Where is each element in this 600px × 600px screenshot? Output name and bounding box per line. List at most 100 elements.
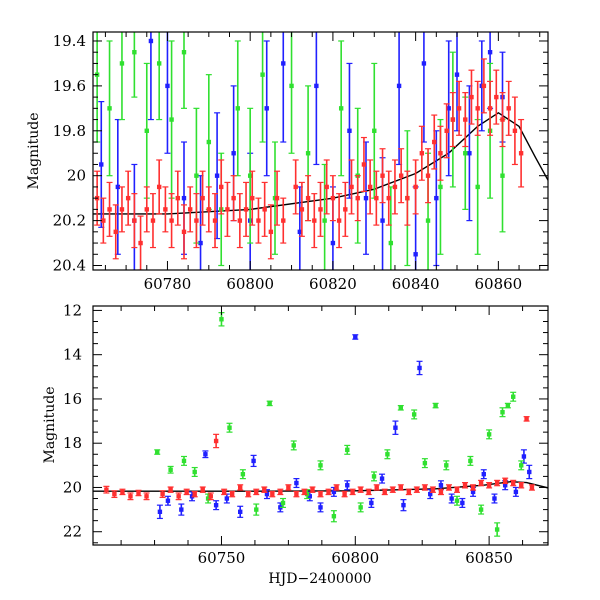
point-marker [334,485,339,490]
point-marker [224,496,230,501]
data-point [112,204,119,260]
point-marker [331,514,337,519]
data-point [443,460,450,471]
point-marker [449,496,454,501]
point-marker [358,505,363,510]
data-point [486,429,493,440]
point-marker [468,458,473,464]
data-point [147,32,154,121]
data-point [511,96,518,166]
data-point [368,497,375,508]
point-marker [144,207,149,212]
point-marker [419,151,425,156]
data-point [247,107,254,244]
data-point [212,193,219,249]
data-point [199,486,206,493]
point-marker [181,195,187,201]
point-marker [99,162,104,167]
data-point [354,175,361,222]
top-panel-plot-area [93,32,548,270]
point-marker [254,489,259,495]
data-point [470,484,477,491]
data-point [443,103,450,159]
point-marker [467,151,472,156]
point-marker [294,491,299,497]
point-marker [318,505,323,510]
point-marker [330,195,336,201]
data-point [167,465,174,474]
data-point [181,32,187,109]
data-point [502,477,509,485]
data-point [431,114,438,170]
point-marker [494,94,499,100]
data-point [224,181,231,237]
point-marker [361,162,367,167]
data-point [499,92,506,148]
y-tick-label: 20.4 [53,257,86,275]
series-2 [103,416,535,501]
point-marker [500,173,505,178]
data-point [413,486,420,493]
point-marker [326,489,331,495]
series-0 [156,334,533,520]
point-marker [194,218,199,223]
data-point [405,488,412,496]
data-point [183,488,190,496]
y-tick-label: 20.2 [53,212,86,230]
point-marker [470,485,476,490]
point-marker [156,184,162,190]
data-point [518,460,525,471]
point-marker [511,480,516,486]
point-marker [198,240,203,246]
point-marker [254,507,259,512]
point-marker [289,83,294,89]
point-marker [144,128,149,133]
data-point [523,416,530,422]
data-point [381,488,388,496]
point-marker [475,184,480,190]
point-marker [380,218,385,223]
data-point [344,444,351,455]
data-point [162,186,169,233]
data-point [237,505,244,518]
data-point [317,460,324,471]
point-marker [107,207,112,212]
data-point [454,486,460,493]
data-point [111,490,118,499]
data-point [510,479,517,487]
point-marker [318,463,323,468]
point-marker [428,491,433,497]
data-point [193,193,200,249]
point-marker [238,509,243,515]
data-point [202,450,209,459]
data-point [168,193,175,249]
data-point [259,32,266,143]
point-marker [192,469,197,475]
point-marker [478,507,484,512]
data-point [357,502,364,513]
data-point [253,503,260,516]
x-tick-label: 60860 [475,275,523,293]
point-marker [291,443,296,448]
data-point [187,186,194,233]
point-marker [312,218,317,223]
data-point [236,193,243,249]
data-point [504,402,511,409]
point-marker [417,365,422,371]
point-marker [184,489,189,495]
bottom-panel-ticks: 60750 60800 60850 12 14 16 18 20 22 [63,301,548,567]
point-marker [374,485,379,490]
point-marker [318,491,323,497]
point-marker [208,494,213,499]
point-marker [305,195,311,201]
point-marker [502,478,508,484]
data-point [429,486,436,493]
point-marker [125,195,131,201]
point-marker [494,480,500,486]
data-point [131,32,138,98]
data-point [367,159,374,215]
point-marker [463,151,468,156]
point-marker [529,485,535,490]
y-tick-label: 12 [63,301,82,319]
point-marker [434,195,439,201]
